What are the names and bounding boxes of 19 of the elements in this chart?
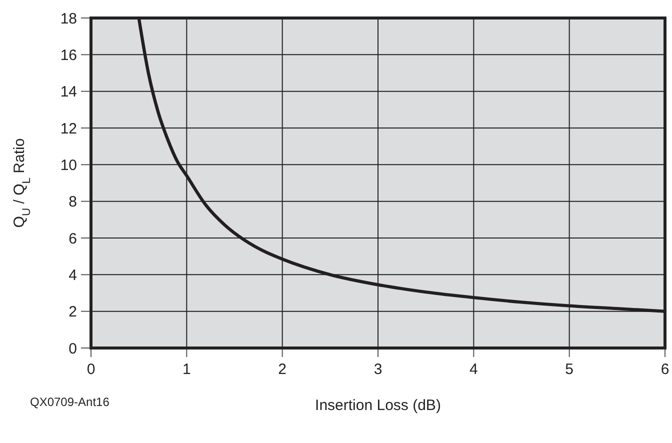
y-tick-label: 4 bbox=[68, 266, 77, 284]
x-axis-title: Insertion Loss (dB) bbox=[315, 397, 441, 414]
x-tick-label: 0 bbox=[86, 361, 96, 378]
y-tick-label: 6 bbox=[68, 230, 77, 248]
x-tick-label: 6 bbox=[660, 361, 670, 378]
x-tick-label: 5 bbox=[565, 361, 574, 378]
y-tick-label: 10 bbox=[60, 156, 77, 174]
y-tick-label: 0 bbox=[68, 340, 77, 358]
x-tick-label: 4 bbox=[469, 361, 478, 378]
y-tick-label: 16 bbox=[60, 46, 77, 64]
x-tick-label: 1 bbox=[182, 361, 191, 378]
y-tick-label: 14 bbox=[60, 84, 77, 101]
y-tick-label: 12 bbox=[60, 120, 77, 138]
text: QX0709-Ant16 bbox=[30, 395, 110, 409]
y-tick-label: 8 bbox=[68, 194, 77, 211]
x-tick-label: 3 bbox=[374, 361, 382, 378]
x-tick-label: 2 bbox=[278, 361, 287, 378]
y-tick-label: 2 bbox=[68, 304, 77, 321]
y-tick-label: 18 bbox=[60, 10, 77, 28]
